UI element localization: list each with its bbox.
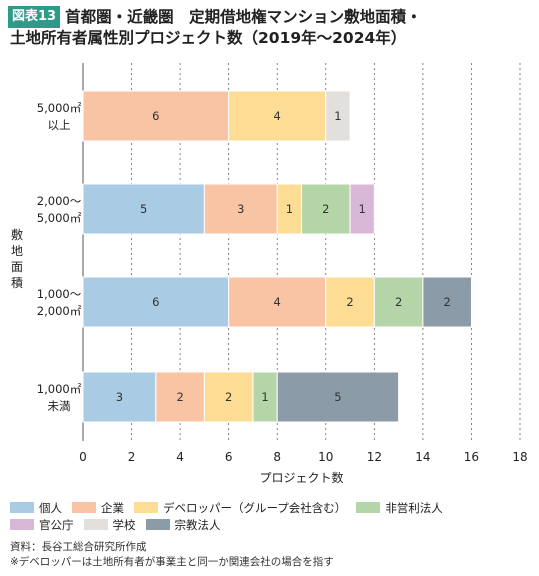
data-label: 2 [444, 295, 451, 309]
chart-title: 首都圏・近畿圏 定期借地権マンション敷地面積・ [65, 8, 422, 26]
bar-segment [203, 371, 254, 423]
x-tick-label: 14 [415, 450, 430, 464]
data-label: 6 [152, 295, 159, 309]
legend-label: 企業 [101, 500, 124, 515]
legend-swatch [83, 519, 108, 530]
x-tick-label: 6 [225, 450, 233, 464]
x-tick-label: 4 [176, 450, 184, 464]
legend: 個人 企業 デベロッパー（グループ会社含む） 非営利法人 官公庁 学校 宗教法人 [10, 499, 535, 533]
bar-segment [349, 183, 375, 235]
category-label: 5,000㎡ [37, 211, 82, 225]
x-tick-label: 2 [128, 450, 136, 464]
title-line-1: 図表13 首都圏・近畿圏 定期借地権マンション敷地面積・ [8, 6, 533, 28]
chart-subtitle: 土地所有者属性別プロジェクト数（2019年～2024年） [10, 29, 407, 47]
category-label: 1,000㎡ [37, 382, 82, 396]
data-label: 5 [334, 390, 341, 404]
developer-note: ※デベロッパーは土地所有者が事業主と同一か関連会社の場合を指す [10, 556, 334, 568]
chart-header: 図表13 首都圏・近畿圏 定期借地権マンション敷地面積・ 土地所有者属性別プロジェ… [8, 6, 533, 48]
x-tick-label: 18 [512, 450, 527, 464]
notes: 資料：長谷工総合研究所作成 ※デベロッパーは土地所有者が事業主と同一か関連会社の… [10, 540, 334, 570]
data-label: 1 [261, 390, 268, 404]
bar-group: 6 4 1 5 3 1 2 1 6 4 2 2 2 3 2 2 1 5 [82, 90, 472, 423]
bar-segment [228, 90, 327, 142]
legend-swatch [10, 519, 34, 530]
x-tick-label: 16 [464, 450, 479, 464]
data-label: 4 [274, 109, 281, 123]
legend-item: 企業 [72, 500, 124, 516]
bar-segment [373, 276, 424, 328]
bar-segment [82, 371, 157, 423]
figure-badge: 図表13 [8, 6, 61, 28]
bar-segment [276, 371, 400, 423]
x-tick-labels: 0 2 4 6 8 10 12 14 16 18 [79, 450, 527, 464]
y-axis-title-char: 面 [11, 260, 23, 274]
bar-segment [82, 276, 230, 328]
legend-label: デベロッパー（グループ会社含む） [163, 500, 347, 515]
category-label: 2,000～ [37, 194, 82, 208]
legend-label: 非営利法人 [385, 500, 443, 515]
bar-segment [82, 183, 205, 235]
source-note: 資料：長谷工総合研究所作成 [10, 541, 147, 553]
bar-segment [82, 90, 230, 142]
legend-swatch [356, 502, 381, 513]
data-label: 2 [225, 390, 232, 404]
bar-segment [325, 90, 351, 142]
category-label: 2,000㎡ [37, 304, 82, 318]
y-axis-title-char: 積 [11, 275, 23, 290]
stacked-bar-chart: 6 4 15 3 1 2 16 4 2 2 23 2 2 1 5 5,000㎡以上2,000～5,000㎡1… [11, 63, 528, 485]
y-axis-title-char: 地 [11, 244, 23, 258]
bar-segment [203, 183, 278, 235]
data-label: 5 [140, 202, 147, 216]
x-axis-label: プロジェクト数 [259, 470, 343, 485]
x-tick-label: 12 [367, 450, 382, 464]
data-label: 6 [152, 109, 159, 123]
data-label: 2 [176, 390, 183, 404]
legend-row-1: 個人 企業 デベロッパー（グループ会社含む） 非営利法人 [10, 499, 535, 516]
x-tick-label: 10 [318, 450, 333, 464]
x-tick-label: 0 [79, 450, 87, 464]
legend-label: 個人 [39, 500, 62, 515]
legend-swatch [10, 502, 34, 513]
bar-segment [422, 276, 472, 328]
legend-swatch [72, 502, 96, 513]
legend-label: 学校 [112, 517, 136, 532]
category-label: 未満 [48, 399, 71, 413]
y-axis-title: 敷地面積 [11, 227, 23, 290]
category-label: 1,000～ [37, 287, 82, 301]
bar-segment [228, 276, 327, 328]
legend-label: 宗教法人 [174, 517, 221, 532]
data-label: 3 [237, 202, 244, 216]
data-label: 2 [322, 202, 329, 216]
data-label: 1 [334, 109, 341, 123]
legend-item: 宗教法人 [145, 517, 221, 533]
data-label: 1 [359, 202, 366, 216]
data-label: 1 [286, 202, 293, 216]
legend-item: 学校 [83, 517, 136, 533]
legend-item: デベロッパー（グループ会社含む） [134, 500, 346, 516]
data-label: 2 [346, 295, 353, 309]
legend-swatch [145, 519, 170, 530]
category-label: 5,000㎡ [37, 101, 82, 115]
legend-item: 個人 [10, 500, 62, 516]
legend-item: 官公庁 [10, 517, 74, 533]
legend-label: 官公庁 [39, 517, 74, 532]
data-label: 2 [395, 295, 402, 309]
legend-row-2: 官公庁 学校 宗教法人 [10, 516, 535, 533]
y-axis-title-char: 敷 [11, 227, 23, 242]
data-label: 3 [116, 390, 123, 404]
bar-segment [155, 371, 205, 423]
bar-segment [301, 183, 351, 235]
x-tick-label: 8 [273, 450, 281, 464]
data-label: 4 [274, 295, 281, 309]
legend-item: 非営利法人 [356, 500, 443, 516]
category-label: 以上 [48, 118, 71, 132]
legend-swatch [134, 502, 158, 513]
bar-segment [276, 183, 303, 235]
